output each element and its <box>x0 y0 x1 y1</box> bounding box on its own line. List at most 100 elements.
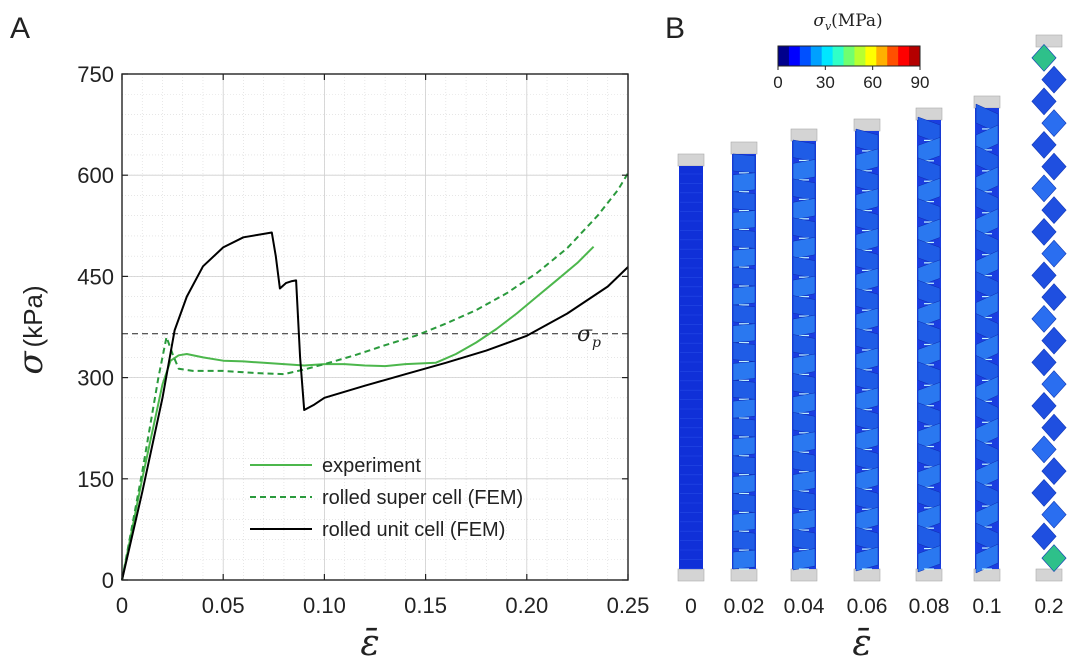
grip-top <box>1035 34 1063 48</box>
grip-bottom <box>730 568 758 582</box>
stress-strain-chart: 0 0.05 0.10 0.15 0.20 0.25 0 150 300 450 600 750 σ… <box>11 62 649 664</box>
tick-marks <box>121 73 629 581</box>
strain-label: 0.08 <box>909 595 950 618</box>
specimen-cell <box>732 455 756 476</box>
grip-top <box>853 118 881 132</box>
snapshot-column <box>853 118 881 582</box>
specimen-cell <box>792 139 816 162</box>
specimen-cell <box>1041 283 1067 312</box>
specimen-cell <box>792 509 816 532</box>
series-line-1 <box>121 245 595 581</box>
specimen-cell <box>1041 500 1067 529</box>
colorbar-tick-label: 30 <box>816 73 835 92</box>
specimen-cell <box>855 188 879 213</box>
specimen-cell <box>792 353 816 376</box>
specimen-cell <box>855 467 879 492</box>
legend-label: experiment <box>322 455 421 477</box>
strain-snapshots-panel: σv(MPa) 0 30 60 90 0 0.02 0.04 0.06 0.08 0.1 0.2 … <box>677 11 1067 664</box>
specimen-cell <box>792 392 816 415</box>
specimen-cell <box>732 512 756 532</box>
specimen-cell <box>917 545 941 573</box>
specimen-cell <box>1041 65 1067 94</box>
specimen-cell <box>855 268 879 293</box>
x-tick-label: 0.10 <box>303 593 346 618</box>
specimen-cell <box>792 217 816 240</box>
specimen-cell <box>1041 196 1067 225</box>
snapshot-column <box>730 141 758 582</box>
colorbar-segment <box>876 46 888 66</box>
grip-bottom <box>790 568 818 582</box>
specimen-cell <box>1031 217 1057 246</box>
colorbar-segment <box>887 46 899 66</box>
y-tick-labels: 0 150 300 450 600 750 <box>77 62 114 593</box>
snapshot-columns <box>677 34 1067 582</box>
series-group <box>121 172 629 581</box>
specimen-cell <box>792 450 816 474</box>
specimen-cell <box>1031 478 1057 507</box>
legend-label: rolled unit cell (FEM) <box>322 519 505 541</box>
specimen-cell <box>1031 391 1057 420</box>
x-tick-label: 0.05 <box>202 593 245 618</box>
specimen-cell <box>975 543 999 574</box>
specimen-cell <box>1031 261 1057 290</box>
snapshot-column <box>973 95 1001 582</box>
specimen-cell <box>792 236 816 260</box>
colorbar-segment <box>898 46 910 66</box>
colorbar-frame <box>777 45 921 67</box>
specimen-cell <box>1041 109 1067 138</box>
specimen-cell <box>792 159 816 182</box>
y-tick-label: 300 <box>77 366 114 391</box>
specimen-cell <box>732 398 756 419</box>
series-line-3 <box>121 231 629 581</box>
specimen-body <box>679 166 703 569</box>
grip-top <box>790 128 818 142</box>
legend-label: rolled super cell (FEM) <box>322 487 523 509</box>
x-tick-label: 0.20 <box>505 593 548 618</box>
colorbar-tick-label: 0 <box>773 73 782 92</box>
specimen-cell <box>1041 370 1067 399</box>
specimen-cell <box>732 474 756 494</box>
grip-top <box>677 153 705 167</box>
specimen-cell <box>732 304 756 325</box>
strain-label: 0.06 <box>847 595 888 618</box>
colorbar-label: σv(MPa) <box>813 11 882 33</box>
specimen-cell <box>1031 43 1057 72</box>
specimen-cell <box>792 256 816 279</box>
specimen-cell <box>732 342 756 362</box>
specimen-cell <box>792 314 816 337</box>
strain-label: 0.04 <box>784 595 825 618</box>
colorbar <box>777 45 921 67</box>
specimen-cell <box>855 506 879 532</box>
specimen-cell <box>1031 87 1057 116</box>
strain-label: 0.1 <box>972 595 1001 618</box>
specimen-cell <box>1031 348 1057 377</box>
specimen-cell <box>855 347 879 373</box>
colorbar-tick-label: 60 <box>863 73 882 92</box>
specimen-cell <box>1041 326 1067 355</box>
colorbar-segment <box>799 46 812 66</box>
colorbar-segment <box>865 46 877 66</box>
specimen-cell <box>1031 174 1057 203</box>
specimen-cell <box>732 247 756 268</box>
specimen-cell <box>1041 457 1067 486</box>
specimen-cell <box>792 334 816 357</box>
specimen-cell <box>1031 130 1057 159</box>
specimen-cell <box>732 323 756 343</box>
y-tick-label: 150 <box>77 467 114 492</box>
panel-a-label: A <box>10 12 30 45</box>
specimen-cell <box>1031 435 1057 464</box>
colorbar-segment <box>909 46 921 66</box>
legend: experiment rolled super cell (FEM) rolled … <box>250 455 523 541</box>
colorbar-segment <box>854 46 866 66</box>
specimen-cell <box>792 431 816 454</box>
grip-bottom <box>1035 568 1063 582</box>
snapshot-column <box>790 128 818 582</box>
series-line-2 <box>121 172 629 581</box>
panel-b-x-label: ε̄ <box>852 623 871 664</box>
colorbar-segment <box>788 46 801 66</box>
specimen-cell <box>732 266 756 287</box>
specimen-cell <box>732 493 756 513</box>
specimen-cell <box>732 285 756 306</box>
y-tick-label: 0 <box>102 568 114 593</box>
